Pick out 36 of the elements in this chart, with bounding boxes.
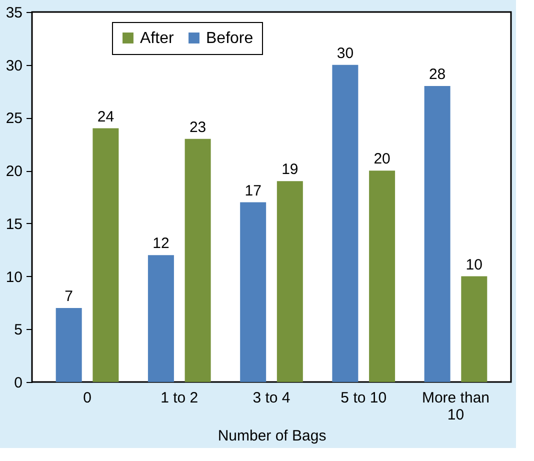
- bar: [56, 308, 82, 382]
- y-tick-label: 15: [6, 216, 22, 233]
- legend-label: After: [140, 30, 174, 47]
- bar: [92, 128, 119, 382]
- bar: [461, 276, 488, 382]
- bar: [332, 64, 358, 382]
- data-label: 12: [152, 235, 170, 252]
- x-tick-label: 3 to 4: [252, 390, 290, 406]
- bar: [240, 202, 266, 382]
- bar: [148, 255, 174, 382]
- data-label: 10: [466, 256, 482, 274]
- x-tick-label: 0: [83, 390, 92, 406]
- bar: [276, 181, 303, 382]
- data-label: 24: [97, 108, 114, 126]
- x-axis-title: Number of Bags: [218, 428, 326, 444]
- y-tick-label: 5: [14, 322, 22, 339]
- y-tick-label: 35: [6, 4, 22, 22]
- data-label: 30: [336, 44, 354, 62]
- bar: [424, 86, 450, 382]
- x-tick-label: 1 to 2: [160, 390, 198, 406]
- bar: [184, 138, 211, 382]
- y-tick-label: 20: [6, 163, 22, 180]
- x-tick-label: 5 to 10: [340, 390, 387, 406]
- y-tick-label: 10: [6, 268, 22, 286]
- data-label: 23: [189, 118, 206, 136]
- y-tick-label: 25: [6, 110, 22, 128]
- data-label: 17: [244, 182, 262, 200]
- data-label: 20: [374, 150, 390, 168]
- y-tick-label: 30: [6, 57, 22, 74]
- data-label: 19: [282, 161, 298, 178]
- data-label: 28: [428, 66, 446, 83]
- data-label: 7: [64, 288, 74, 305]
- legend-label: Before: [206, 30, 254, 47]
- x-tick-label: More than 10: [422, 390, 490, 424]
- bar: [369, 170, 396, 382]
- y-tick-label: 0: [14, 374, 22, 392]
